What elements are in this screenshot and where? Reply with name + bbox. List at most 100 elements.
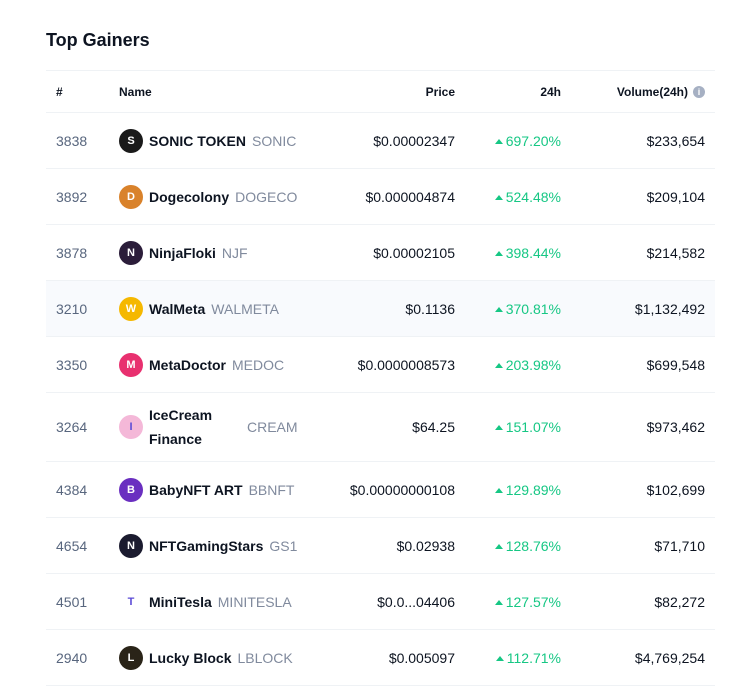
header-price[interactable]: Price bbox=[425, 84, 455, 99]
table-row[interactable]: 4384 B BabyNFT ART BBNFT $0.00000000108 129.8… bbox=[46, 462, 715, 518]
name-cell[interactable]: M MetaDoctor MEDOC bbox=[110, 352, 304, 377]
coin-name[interactable]: MetaDoctor bbox=[149, 356, 227, 373]
coin-logo-icon: D bbox=[119, 184, 143, 209]
caret-up-icon bbox=[494, 138, 503, 144]
coin-name[interactable]: Lucky Block bbox=[149, 649, 232, 666]
coin-symbol: GS1 bbox=[269, 537, 298, 554]
change-value: 128.76% bbox=[505, 537, 561, 554]
name-cell[interactable]: N NFTGamingStars GS1 bbox=[110, 533, 304, 558]
rank-cell: 3838 bbox=[56, 132, 88, 149]
price-cell: $0.00002105 bbox=[373, 244, 455, 261]
coin-logo-letter: I bbox=[129, 421, 133, 433]
coin-name[interactable]: IceCream Finance bbox=[149, 407, 213, 447]
change-value: 127.57% bbox=[505, 593, 561, 610]
coin-name[interactable]: MiniTesla bbox=[149, 593, 212, 610]
coin-name[interactable]: WalMeta bbox=[149, 300, 206, 317]
coin-name[interactable]: SONIC TOKEN bbox=[149, 132, 246, 149]
price-cell: $0.00000000108 bbox=[349, 481, 455, 498]
change-value: 203.98% bbox=[505, 356, 561, 373]
coin-logo-letter: N bbox=[127, 246, 135, 259]
coin-name[interactable]: BabyNFT ART bbox=[149, 481, 243, 498]
coin-symbol: LBLOCK bbox=[237, 649, 293, 666]
price-cell: $0.1136 bbox=[405, 300, 455, 317]
price-cell: $0.0...04406 bbox=[377, 593, 455, 610]
table-row[interactable]: 3210 W WalMeta WALMETA $0.1136 370.81% $1,132,… bbox=[46, 281, 715, 337]
change-value: 697.20% bbox=[505, 132, 561, 149]
name-cell[interactable]: D Dogecolony DOGECO bbox=[110, 184, 304, 209]
change-cell: 697.20% bbox=[455, 133, 561, 149]
header-volume[interactable]: Volume(24h) i bbox=[561, 85, 715, 99]
change-value: 398.44% bbox=[505, 244, 561, 261]
price-cell: $0.02938 bbox=[396, 537, 455, 554]
table-row[interactable]: 4501 T MiniTesla MINITESLA $0.0...04406 127.5… bbox=[46, 574, 715, 630]
volume-cell: $209,104 bbox=[646, 188, 705, 205]
rank-cell: 3264 bbox=[56, 419, 88, 435]
change-value: 112.71% bbox=[506, 649, 561, 666]
gainers-table: # Name Price 24h Volume(24h) i 3838 S SONI… bbox=[46, 70, 715, 686]
coin-logo-icon: M bbox=[119, 352, 143, 377]
table-row[interactable]: 3878 N NinjaFloki NJF $0.00002105 398.44% $214… bbox=[46, 225, 715, 281]
name-cell[interactable]: S SONIC TOKEN SONIC bbox=[110, 128, 304, 153]
name-cell[interactable]: W WalMeta WALMETA bbox=[110, 296, 304, 321]
table-body: 3838 S SONIC TOKEN SONIC $0.00002347 697.20% $… bbox=[46, 113, 715, 686]
name-cell[interactable]: L Lucky Block LBLOCK bbox=[110, 645, 304, 670]
caret-up-icon bbox=[494, 250, 503, 256]
volume-cell: $973,462 bbox=[646, 419, 705, 435]
volume-cell: $71,710 bbox=[654, 537, 705, 554]
caret-up-icon bbox=[494, 487, 503, 493]
header-volume-label: Volume(24h) bbox=[616, 84, 688, 99]
table-row[interactable]: 3838 S SONIC TOKEN SONIC $0.00002347 697.20% $… bbox=[46, 113, 715, 169]
price-cell: $0.000004874 bbox=[365, 188, 455, 205]
coin-symbol: SONIC bbox=[251, 132, 297, 149]
coin-symbol: MINITESLA bbox=[217, 593, 292, 610]
change-cell: 128.76% bbox=[455, 538, 561, 554]
change-value: 129.89% bbox=[505, 481, 561, 498]
table-row[interactable]: 3264 I IceCream Finance CREAM $64.25 151.07% $… bbox=[46, 393, 715, 462]
name-cell[interactable]: I IceCream Finance CREAM bbox=[110, 403, 304, 451]
rank-cell: 3210 bbox=[56, 300, 88, 317]
rank-cell: 2940 bbox=[56, 649, 88, 666]
volume-cell: $233,654 bbox=[646, 132, 705, 149]
volume-cell: $82,272 bbox=[654, 593, 705, 610]
name-cell[interactable]: B BabyNFT ART BBNFT bbox=[110, 477, 304, 502]
change-cell: 370.81% bbox=[455, 301, 561, 317]
coin-logo-letter: W bbox=[125, 302, 137, 315]
table-row[interactable]: 4654 N NFTGamingStars GS1 $0.02938 128.76% $71… bbox=[46, 518, 715, 574]
change-cell: 524.48% bbox=[455, 189, 561, 205]
coin-logo-icon: B bbox=[119, 477, 143, 502]
table-row[interactable]: 3892 D Dogecolony DOGECO $0.000004874 524.48%… bbox=[46, 169, 715, 225]
volume-cell: $1,132,492 bbox=[634, 300, 705, 317]
coin-symbol: BBNFT bbox=[248, 481, 295, 498]
coin-logo-letter: N bbox=[127, 539, 135, 552]
coin-name[interactable]: Dogecolony bbox=[149, 188, 230, 205]
coin-logo-icon: I bbox=[119, 415, 143, 439]
coin-name[interactable]: NinjaFloki bbox=[149, 244, 216, 261]
change-cell: 203.98% bbox=[455, 357, 561, 373]
coin-logo-icon: L bbox=[119, 645, 143, 670]
header-rank[interactable]: # bbox=[56, 84, 63, 99]
price-cell: $0.00002347 bbox=[373, 132, 455, 149]
rank-cell: 4654 bbox=[56, 537, 88, 554]
table-row[interactable]: 3350 M MetaDoctor MEDOC $0.0000008573 203.98%… bbox=[46, 337, 715, 393]
change-value: 524.48% bbox=[505, 188, 561, 205]
header-change[interactable]: 24h bbox=[540, 84, 561, 99]
change-cell: 398.44% bbox=[455, 245, 561, 261]
coin-logo-letter: D bbox=[127, 190, 135, 203]
header-name[interactable]: Name bbox=[119, 84, 152, 99]
change-cell: 112.71% bbox=[455, 650, 561, 666]
name-cell[interactable]: N NinjaFloki NJF bbox=[110, 240, 304, 265]
volume-cell: $4,769,254 bbox=[634, 649, 705, 666]
caret-up-icon bbox=[494, 362, 503, 368]
change-value: 370.81% bbox=[505, 300, 561, 317]
caret-up-icon bbox=[494, 425, 503, 430]
info-icon[interactable]: i bbox=[693, 85, 705, 98]
coin-logo-letter: B bbox=[127, 483, 135, 496]
coin-name[interactable]: NFTGamingStars bbox=[149, 537, 264, 554]
change-cell: 151.07% bbox=[455, 419, 561, 435]
table-row[interactable]: 2940 L Lucky Block LBLOCK $0.005097 112.71% $4… bbox=[46, 630, 715, 686]
coin-symbol: CREAM bbox=[247, 419, 298, 435]
price-cell: $0.0000008573 bbox=[357, 356, 455, 373]
name-cell[interactable]: T MiniTesla MINITESLA bbox=[110, 589, 304, 614]
coin-logo-letter: M bbox=[126, 358, 136, 371]
coin-logo-icon: T bbox=[119, 589, 143, 614]
